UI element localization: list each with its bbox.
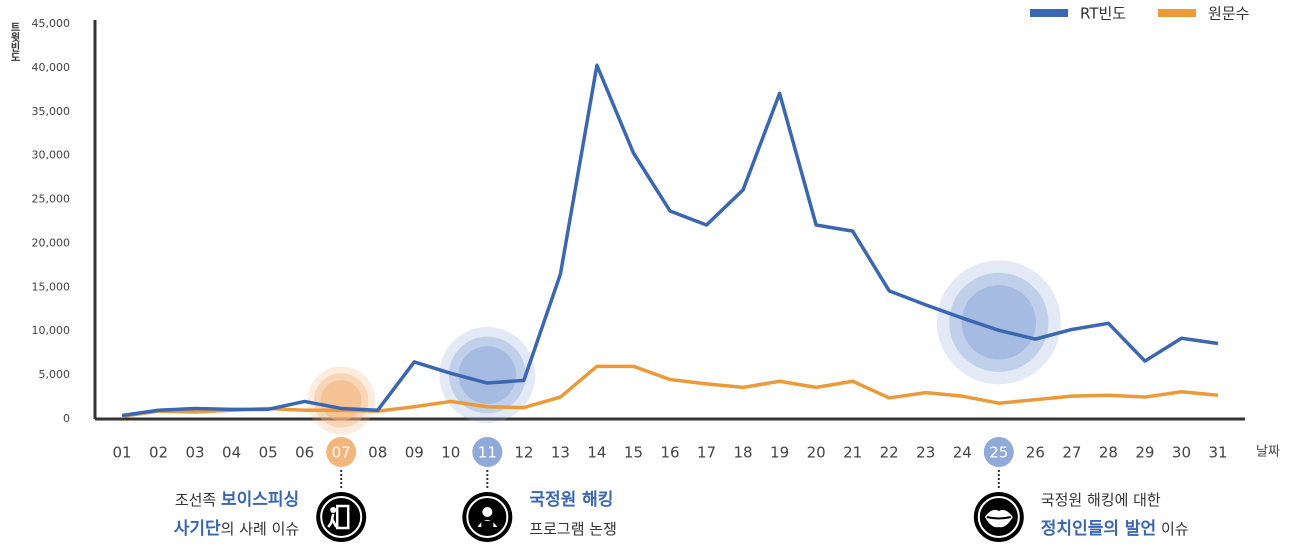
x-tick-label: 19 xyxy=(770,444,789,462)
x-tick-label: 01 xyxy=(112,444,131,462)
x-tick-label: 16 xyxy=(660,444,679,462)
x-tick-label: 09 xyxy=(405,444,424,462)
category-highlight xyxy=(472,437,503,467)
halo xyxy=(320,380,362,421)
icon xyxy=(327,504,350,530)
annotation-text: 조선족 보이스피싱 xyxy=(175,490,299,510)
y-tick-label: 35,000 xyxy=(32,105,71,118)
x-tick-label: 12 xyxy=(514,444,533,462)
icon-bg xyxy=(462,492,513,542)
annotation-text: 국정원 해킹 xyxy=(529,490,613,510)
icon-ring xyxy=(977,496,1020,538)
x-tick-label: 25 xyxy=(989,444,1008,462)
y-tick-label: 30,000 xyxy=(32,149,71,162)
icon-shape xyxy=(327,513,338,528)
y-tick-label: 15,000 xyxy=(32,280,71,293)
x-tick-label: 26 xyxy=(1026,444,1045,462)
icon xyxy=(984,509,1013,528)
x-tick-label: 02 xyxy=(149,444,168,462)
legend-label: 원문수 xyxy=(1208,5,1249,23)
icon xyxy=(477,507,498,527)
x-tick-label: 28 xyxy=(1099,444,1118,462)
x-tick-label: 14 xyxy=(587,444,606,462)
annotation-segment: 프로그램 논쟁 xyxy=(529,520,617,538)
halo xyxy=(961,285,1036,360)
x-tick-label: 13 xyxy=(551,444,570,462)
line xyxy=(121,364,1219,419)
annotation-segment: 의 사례 이슈 xyxy=(221,520,300,538)
x-tick-label: 11 xyxy=(478,444,497,462)
legend-label: RT빈도 xyxy=(1080,5,1126,23)
x-tick-label: 18 xyxy=(734,444,753,462)
legend-swatch xyxy=(1030,9,1068,17)
y-tick-label: 5,000 xyxy=(39,368,71,381)
x-tick-label: 04 xyxy=(222,444,241,462)
y-tick-label: 25,000 xyxy=(32,193,71,206)
annotation-segment: 국정원 해킹 xyxy=(529,490,613,510)
icon-bg xyxy=(316,492,367,542)
icon-shape xyxy=(330,507,337,513)
x-tick-label: 07 xyxy=(332,444,351,462)
x-tick-label: 08 xyxy=(368,444,387,462)
annotation-segment: 이슈 xyxy=(1156,520,1189,538)
y-tick-label: 10,000 xyxy=(32,324,71,337)
x-tick-label: 22 xyxy=(880,444,899,462)
x-tick-label: 29 xyxy=(1135,444,1154,462)
halo xyxy=(458,346,517,404)
annotation-segment: 보이스피싱 xyxy=(221,490,299,510)
y-tick-label: 40,000 xyxy=(32,61,71,74)
category-highlight xyxy=(983,437,1014,467)
annotation-segment: 정치인들의 발언 xyxy=(1041,519,1156,539)
y-axis-label: 트윗빈도 xyxy=(8,22,20,62)
x-tick-label: 30 xyxy=(1172,444,1191,462)
icon-shape xyxy=(481,521,494,527)
annotation-text: 정치인들의 발언 이슈 xyxy=(1041,519,1189,539)
x-tick-label: 20 xyxy=(807,444,826,462)
x-tick-label: 05 xyxy=(259,444,278,462)
x-tick-label: 23 xyxy=(916,444,935,462)
line xyxy=(121,63,1219,418)
annotation-segment: 국정원 해킹에 대한 xyxy=(1041,491,1161,509)
annotation-segment: 조선족 xyxy=(175,491,221,509)
x-tick-label: 15 xyxy=(624,444,643,462)
category-highlight xyxy=(326,437,357,467)
x-tick-label: 21 xyxy=(843,444,862,462)
x-tick-label: 10 xyxy=(441,444,460,462)
icon-ring xyxy=(466,496,509,538)
annotation-text: 사기단의 사례 이슈 xyxy=(174,519,300,539)
y-tick-label: 20,000 xyxy=(32,236,71,249)
annotation-segment: 사기단 xyxy=(174,519,221,539)
x-tick-label: 06 xyxy=(295,444,314,462)
y-tick-label: 45,000 xyxy=(32,17,71,30)
x-tick-label: 24 xyxy=(953,444,972,462)
x-tick-label: 27 xyxy=(1062,444,1081,462)
legend-swatch xyxy=(1158,9,1196,17)
annotation-text: 국정원 해킹에 대한 xyxy=(1041,491,1161,509)
icon-shape xyxy=(986,516,1012,520)
x-tick-label: 03 xyxy=(186,444,205,462)
y-tick-label: 0 xyxy=(63,412,70,425)
icon-ring xyxy=(320,496,363,538)
x-axis-label: 날짜 xyxy=(1256,445,1280,460)
annotation-text: 프로그램 논쟁 xyxy=(529,520,617,538)
x-tick-label: 17 xyxy=(697,444,716,462)
icon-shape xyxy=(482,507,493,517)
x-tick-label: 31 xyxy=(1208,444,1227,462)
icon-shape xyxy=(335,504,350,530)
